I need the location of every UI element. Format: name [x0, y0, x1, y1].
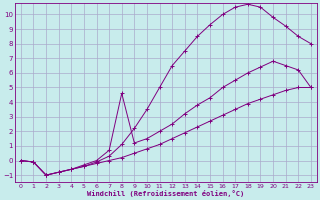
X-axis label: Windchill (Refroidissement éolien,°C): Windchill (Refroidissement éolien,°C) — [87, 190, 244, 197]
